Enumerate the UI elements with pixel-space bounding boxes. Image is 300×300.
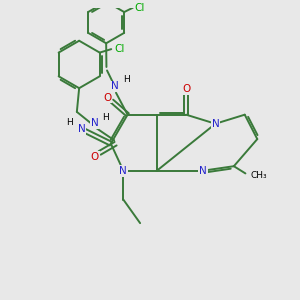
Text: H: H	[66, 118, 73, 127]
Text: H: H	[123, 75, 130, 84]
Text: Cl: Cl	[135, 3, 145, 13]
Text: O: O	[103, 93, 111, 103]
Text: N: N	[91, 118, 99, 128]
Text: N: N	[119, 166, 127, 176]
Text: CH₃: CH₃	[250, 171, 267, 180]
Text: H: H	[102, 113, 109, 122]
Text: O: O	[91, 152, 99, 162]
Text: N: N	[212, 119, 219, 129]
Text: O: O	[182, 84, 190, 94]
Text: N: N	[199, 166, 207, 176]
Text: N: N	[111, 81, 119, 92]
Text: N: N	[78, 124, 85, 134]
Text: Cl: Cl	[114, 44, 124, 54]
